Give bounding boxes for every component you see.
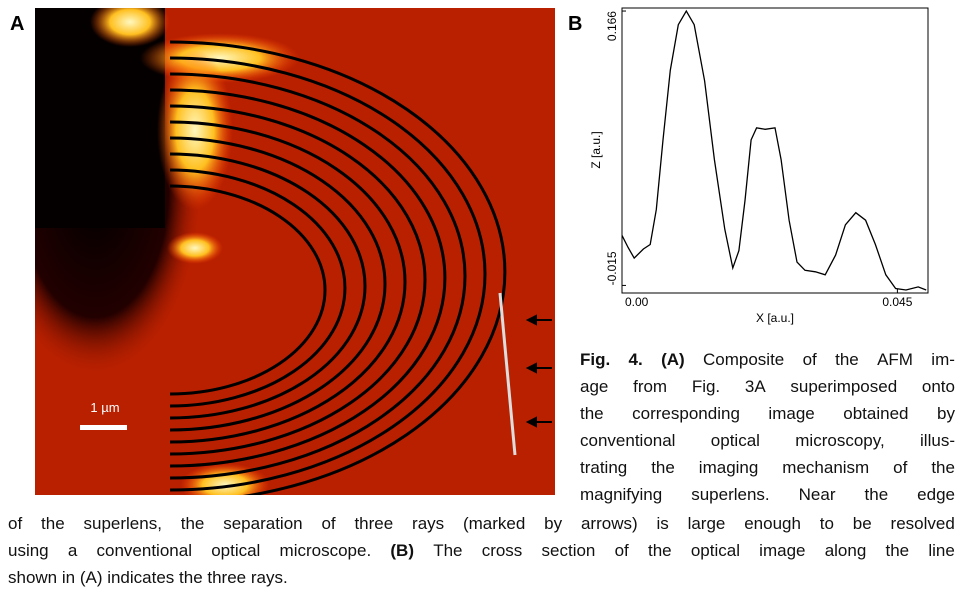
y-tick-label: -0.015 — [605, 251, 619, 285]
plot: 0.00 0.045 -0.015 0.166 X [a.u.] Z [a.u.] — [589, 9, 927, 325]
x-tick-label: 0.045 — [882, 295, 912, 309]
x-tick-label: 0.00 — [625, 295, 649, 309]
caption-line: trating the imaging mechanism of the — [580, 458, 955, 477]
caption-line: shown in (A) indicates the three rays. — [8, 567, 293, 589]
y-axis-label: Z [a.u.] — [589, 131, 603, 168]
afm-image: 1 µm — [35, 8, 555, 495]
caption-text: shown in (A) indicates the three rays. — [8, 568, 288, 587]
caption-line: conventional optical microscopy, illus- — [580, 431, 955, 450]
caption-line: using a conventional optical microscope. (B) T… — [8, 541, 955, 560]
caption-line: the corresponding image obtained by — [580, 404, 955, 423]
scale-bar-label: 1 µm — [90, 400, 119, 415]
arrows — [525, 314, 552, 428]
caption-line: Fig. 4. (A) Composite of the AFM im- — [580, 350, 955, 369]
plot-frame — [621, 7, 929, 294]
caption-line: age from Fig. 3A superimposed onto — [580, 377, 955, 396]
ring-lines — [169, 40, 507, 495]
caption-line: magnifying superlens. Near the edge — [580, 485, 955, 504]
scale-bar — [80, 425, 127, 430]
data-line — [621, 9, 927, 291]
panel-label: B — [568, 13, 582, 35]
x-axis-label: X [a.u.] — [756, 311, 794, 325]
cross-section-line — [498, 292, 517, 456]
y-tick-label: 0.166 — [605, 11, 619, 41]
panel-label: A — [10, 13, 24, 35]
caption-line: of the superlens, the separation of three rays(… — [8, 514, 955, 533]
